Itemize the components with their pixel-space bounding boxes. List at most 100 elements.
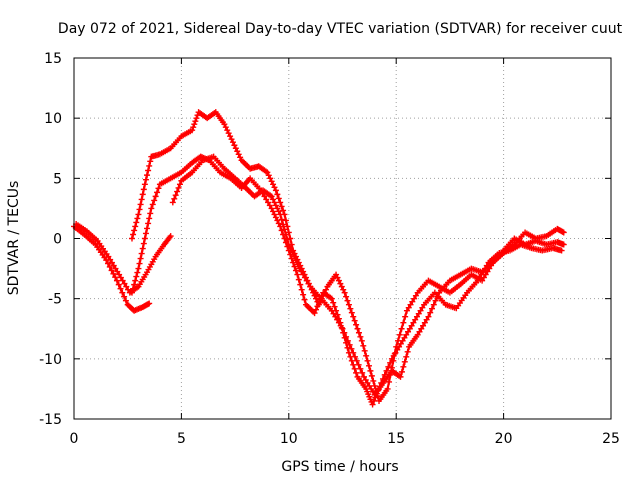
x-tick-label: 5 [177,431,186,447]
data-point-marker [261,193,268,200]
data-point-marker [270,208,277,215]
data-point-marker [359,369,366,376]
data-point-marker [132,277,139,284]
data-point-marker [333,271,340,278]
data-point-marker [141,235,148,242]
data-point-marker [110,270,117,277]
data-point-marker [330,299,337,306]
data-point-marker [403,307,410,314]
data-point-marker [136,206,143,213]
data-point-marker [274,217,281,224]
data-point-marker [357,365,364,372]
chart-title: Day 072 of 2021, Sidereal Day-to-day VTE… [58,21,623,37]
data-point-marker [121,280,128,287]
data-point-marker [429,305,435,312]
data-point-marker [291,253,298,260]
y-tick-label: 15 [44,51,62,67]
data-point-marker [414,331,421,338]
data-point-marker [303,277,310,284]
data-point-marker [344,344,351,351]
data-point-marker [278,203,285,210]
data-point-marker [364,379,371,386]
data-point-marker [123,283,130,290]
x-tick-label: 10 [280,431,298,447]
data-point-marker [138,196,145,203]
data-point-marker [330,310,337,317]
data-point-marker [340,286,347,293]
data-point-marker [419,304,426,311]
data-point-marker [371,382,378,389]
data-point-marker [131,281,138,288]
data-point-marker [291,263,298,270]
data-point-marker [139,245,146,252]
data-point-marker [396,331,403,338]
data-point-marker [339,325,346,332]
data-point-marker [366,382,373,389]
data-point-marker [278,227,285,234]
data-point-marker [172,192,179,199]
data-point-marker [117,285,124,292]
data-point-marker [152,193,159,200]
data-point-marker [235,151,242,158]
data-point-marker [108,267,115,274]
data-point-marker [332,313,339,320]
data-point-marker [305,280,312,287]
data-point-marker [362,376,369,383]
data-point-marker [355,329,362,336]
data-point-marker [128,235,135,242]
data-point-marker [275,220,282,227]
data-point-marker [232,145,239,152]
data-point-marker [413,313,420,320]
data-point-marker [398,368,405,375]
series-track-2 [73,221,174,296]
grid-lines [74,58,611,419]
data-point-marker [121,293,128,300]
data-point-marker [344,337,351,344]
data-point-marker [482,271,489,278]
data-point-marker [234,148,241,155]
data-point-marker [560,229,567,236]
data-point-marker [148,205,155,212]
data-point-marker [353,321,360,328]
y-tick-label: 0 [53,232,62,248]
data-point-marker [146,162,153,169]
data-point-marker [270,196,277,203]
data-point-marker [192,118,199,125]
data-point-marker [137,255,144,262]
data-point-marker [479,277,486,284]
data-point-marker [335,319,342,326]
data-point-marker [353,357,360,364]
series-track-5 [169,153,567,398]
data-point-marker [364,357,371,364]
x-tick-label: 15 [387,431,405,447]
data-point-marker [403,331,410,338]
data-point-marker [343,333,350,340]
x-tick-label: 0 [70,431,79,447]
data-point-marker [108,259,115,266]
data-point-marker [135,265,142,272]
data-point-marker [119,277,126,284]
data-point-marker [368,372,375,379]
data-point-marker [295,276,302,283]
data-point-marker [264,169,271,176]
data-point-marker [346,341,353,348]
data-point-marker [296,265,303,272]
data-point-marker [146,300,153,307]
data-point-marker [263,196,270,203]
data-point-marker [142,176,149,183]
data-point-marker [227,133,234,140]
data-point-marker [301,274,308,281]
data-point-marker [298,268,305,275]
data-point-marker [384,385,391,392]
data-point-marker [221,121,228,128]
data-point-marker [128,289,135,296]
data-point-marker [417,307,424,314]
data-point-marker [151,197,158,204]
data-point-marker [423,316,430,323]
y-tick-label: -10 [39,352,62,368]
data-point-marker [385,363,392,370]
data-point-marker [275,195,282,202]
data-point-marker [284,223,291,230]
data-point-marker [337,322,344,329]
